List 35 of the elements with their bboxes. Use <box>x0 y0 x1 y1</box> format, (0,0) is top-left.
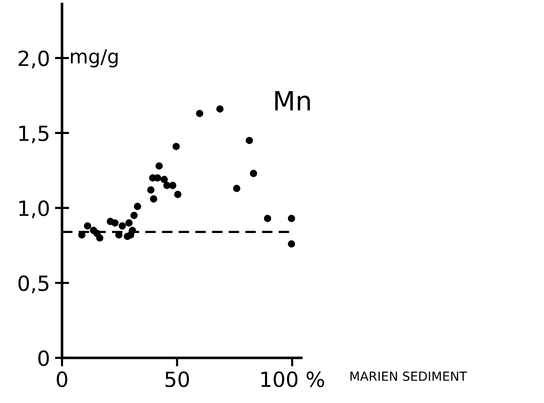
point <box>160 176 168 184</box>
point <box>126 231 134 239</box>
point <box>174 190 182 198</box>
point <box>163 182 171 190</box>
y-tick-label: 0 <box>38 350 49 366</box>
point <box>130 212 138 220</box>
y-tick-label: 1,0 <box>19 200 49 218</box>
point <box>125 219 133 227</box>
point <box>288 214 296 222</box>
point <box>172 142 180 150</box>
point <box>216 105 224 113</box>
y-axis-title: mg/g <box>70 49 118 68</box>
point <box>288 240 296 248</box>
point <box>93 230 101 238</box>
point <box>233 184 240 192</box>
y-tick-label: 1,5 <box>19 126 48 144</box>
x-tick-label: 0 <box>56 371 68 388</box>
point <box>147 186 154 194</box>
annotation: Mn <box>275 91 310 110</box>
point <box>118 222 126 230</box>
point <box>134 202 142 210</box>
x-tick-label: 50 <box>165 371 189 388</box>
point <box>111 219 119 227</box>
point <box>246 136 253 144</box>
point <box>250 170 258 178</box>
point <box>264 214 272 222</box>
point <box>196 110 204 118</box>
y-tick-label: 2,0 <box>18 50 49 68</box>
y-tick-label: 0,5 <box>18 275 48 294</box>
point <box>150 195 158 203</box>
point <box>156 162 163 170</box>
point <box>84 222 92 230</box>
x-axis-title: MARIEN SEDIMENT <box>350 371 468 381</box>
point <box>169 182 176 190</box>
x-tick-label: 100 % <box>261 371 324 388</box>
